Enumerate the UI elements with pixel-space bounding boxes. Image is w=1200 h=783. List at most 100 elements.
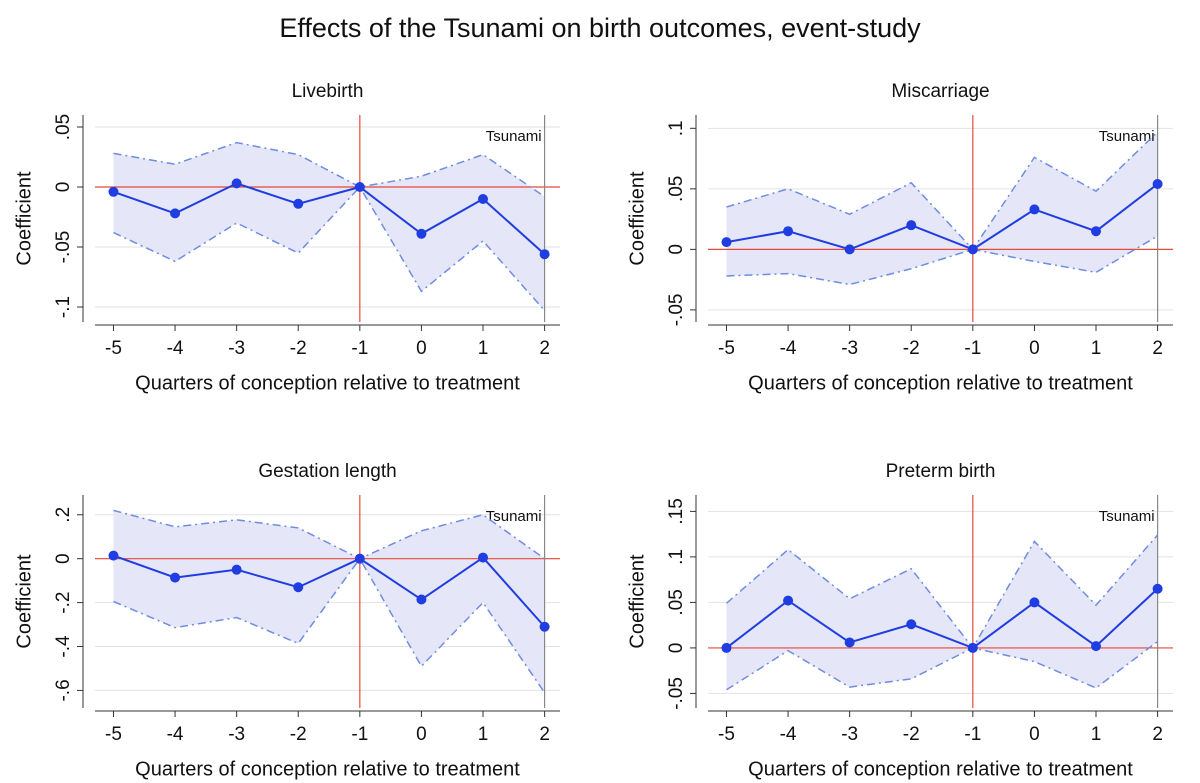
estimate-line: [113, 182, 546, 255]
x-axis-title: Quarters of conception relative to treat…: [135, 372, 520, 394]
estimate-point: [170, 572, 181, 583]
ci-upper-line: [113, 509, 546, 560]
y-tick-label: .05: [666, 176, 687, 202]
estimate-point: [1152, 179, 1163, 189]
estimate-point: [844, 637, 855, 648]
x-tick-label: 2: [539, 724, 550, 745]
x-tick-label: -5: [718, 724, 735, 745]
estimate-point: [539, 249, 550, 260]
panel-title: Gestation length: [258, 461, 396, 482]
ci-lower-line: [726, 235, 1158, 286]
estimate-point: [293, 198, 304, 209]
x-axis-title: Quarters of conception relative to treat…: [748, 758, 1133, 780]
x-tick-label: -5: [105, 338, 122, 359]
x-tick-label: 0: [1029, 338, 1040, 359]
x-tick-label: -5: [718, 338, 735, 359]
estimate-point: [1029, 597, 1040, 608]
x-tick-label: -1: [964, 724, 981, 745]
x-tick-label: -1: [351, 724, 368, 745]
y-tick-label: -.05: [53, 231, 74, 264]
x-tick-label: 2: [1152, 338, 1163, 359]
x-tick-label: -1: [351, 338, 368, 359]
y-tick-label: .1: [666, 549, 687, 565]
x-tick-label: 0: [416, 724, 427, 745]
y-tick-label: -.4: [53, 635, 74, 658]
ci-band: [113, 142, 545, 311]
estimate-line: [726, 183, 1159, 251]
ci-upper-line: [726, 131, 1159, 251]
y-tick-label: 0: [666, 643, 687, 654]
x-tick-label: -1: [964, 338, 981, 359]
estimate-point: [1091, 226, 1102, 237]
x-tick-label: -3: [228, 724, 245, 745]
figure-title: Effects of the Tsunami on birth outcomes…: [279, 13, 921, 43]
annotation: Tsunami: [486, 508, 542, 525]
estimate-point: [170, 208, 181, 219]
estimate-point: [416, 228, 427, 239]
y-tick-label: .15: [666, 498, 687, 524]
ci-band: [726, 131, 1158, 285]
ci-band: [726, 535, 1158, 690]
estimate-point: [354, 553, 365, 564]
y-tick-label: .05: [53, 114, 74, 140]
y-tick-label: .2: [53, 507, 74, 523]
ci-lower-line: [113, 185, 546, 312]
estimate-point: [967, 642, 978, 653]
x-tick-label: 1: [1091, 338, 1102, 359]
y-tick-label: -.6: [53, 679, 74, 701]
estimate-line: [113, 554, 546, 628]
y-axis-title: Coefficient: [626, 171, 648, 266]
annotation: Tsunami: [1099, 508, 1155, 525]
y-tick-label: 0: [53, 182, 74, 193]
estimate-point: [1152, 583, 1163, 594]
estimate-point: [967, 244, 978, 255]
x-tick-label: -3: [228, 338, 245, 359]
x-tick-label: -2: [903, 338, 920, 359]
x-tick-label: -5: [105, 724, 122, 745]
x-tick-label: 1: [478, 724, 489, 745]
y-tick-label: -.05: [666, 677, 687, 710]
estimate-point: [721, 237, 732, 248]
ci-upper-line: [113, 141, 546, 198]
estimate-point: [906, 220, 917, 231]
estimate-point: [108, 550, 119, 561]
y-tick-label: -.05: [666, 294, 687, 327]
x-tick-label: -4: [780, 724, 797, 745]
ci-upper-line: [725, 534, 1159, 650]
estimate-point: [108, 186, 119, 197]
annotation: Tsunami: [1099, 128, 1155, 145]
x-tick-label: 0: [1029, 724, 1040, 745]
x-tick-label: -4: [167, 338, 184, 359]
estimate-point: [1029, 204, 1040, 215]
estimate-point: [293, 582, 304, 593]
estimate-point: [1091, 641, 1102, 652]
x-tick-label: 0: [416, 338, 427, 359]
x-tick-label: 1: [478, 338, 489, 359]
y-axis-title: Coefficient: [626, 554, 648, 649]
estimate-point: [539, 621, 550, 632]
panel-title: Miscarriage: [891, 81, 989, 102]
x-tick-label: -2: [903, 724, 920, 745]
annotation: Tsunami: [486, 128, 542, 145]
x-tick-label: -3: [841, 724, 858, 745]
x-tick-label: 1: [1091, 724, 1102, 745]
y-tick-label: 0: [53, 553, 74, 564]
estimate-point: [416, 594, 427, 605]
panel-title: Preterm birth: [886, 461, 996, 482]
y-axis-title: Coefficient: [13, 554, 35, 649]
ci-lower-line: [113, 557, 546, 694]
x-tick-label: -2: [290, 338, 307, 359]
y-tick-label: -.2: [53, 592, 74, 614]
estimate-point: [478, 552, 489, 563]
estimate-point: [783, 595, 794, 606]
x-axis-title: Quarters of conception relative to treat…: [748, 372, 1133, 394]
ci-band: [113, 510, 545, 693]
x-tick-label: 2: [1152, 724, 1163, 745]
y-tick-label: .05: [666, 589, 687, 615]
y-tick-label: 0: [666, 244, 687, 255]
estimate-point: [231, 564, 242, 575]
x-axis-title: Quarters of conception relative to treat…: [135, 758, 520, 780]
estimate-point: [478, 194, 489, 204]
